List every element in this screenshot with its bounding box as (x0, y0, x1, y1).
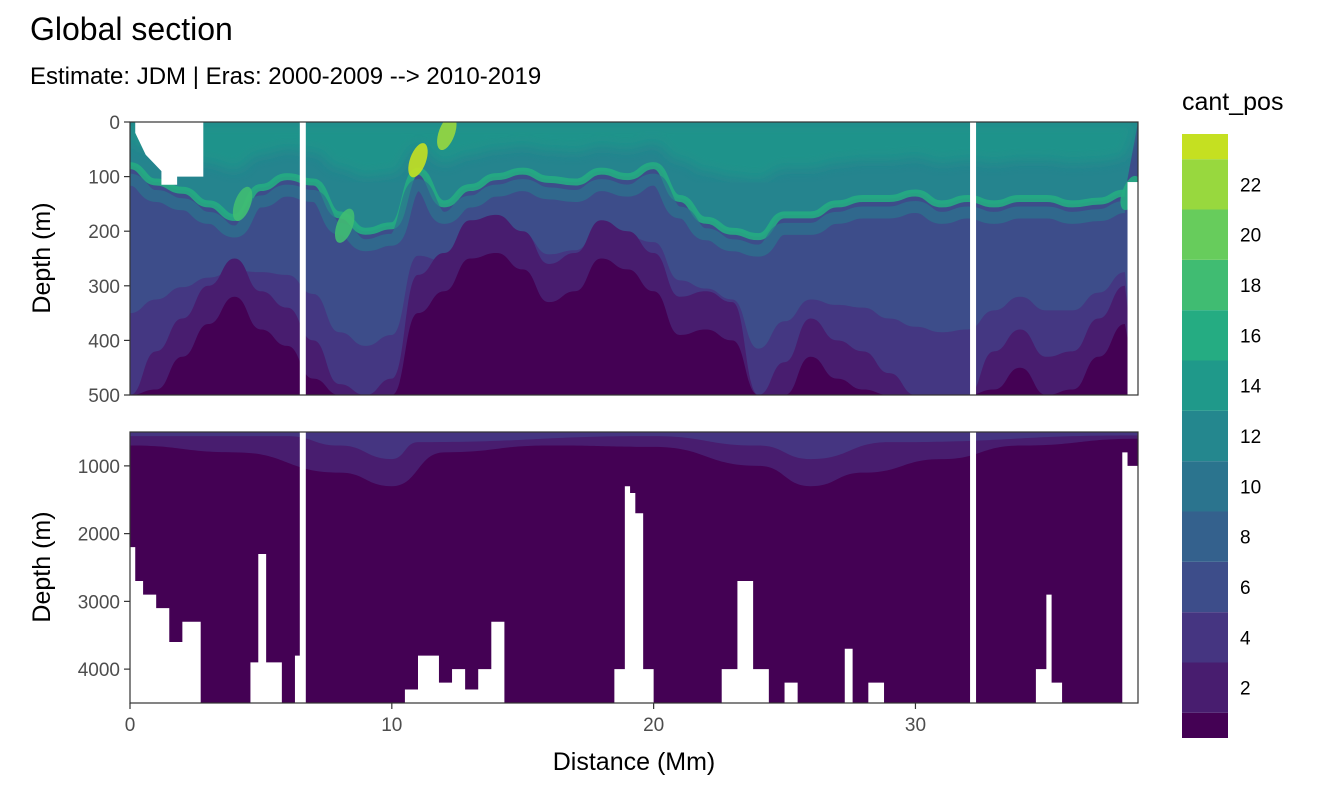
legend-swatch-7 (1182, 360, 1228, 411)
upper-y-tick-label-2: 200 (88, 222, 120, 243)
upper-right-missing-strip (1127, 182, 1138, 395)
legend-title: cant_pos (1182, 88, 1283, 116)
upper-y-tick-label-0: 0 (109, 113, 120, 134)
legend-swatch-12 (1182, 134, 1228, 160)
upper-y-tick-label-1: 100 (88, 168, 120, 189)
legend-label-1: 4 (1240, 628, 1251, 649)
lower-gap-column-1 (970, 432, 977, 703)
upper-hotspot-0 (408, 143, 428, 178)
legend-swatch-4 (1182, 511, 1228, 562)
lower-y-tick-label-3: 4000 (78, 660, 120, 681)
lower-y-tick-label-0: 1000 (78, 457, 120, 478)
lower-y-tick-label-1: 2000 (78, 525, 120, 546)
upper-deep-core (130, 253, 1138, 395)
upper-y-tick-label-5: 500 (88, 386, 120, 407)
legend-swatch-9 (1182, 259, 1228, 311)
lower-bathymetry (130, 452, 1138, 703)
upper-hotspot-1 (437, 122, 457, 151)
legend-swatch-10 (1182, 209, 1228, 260)
upper-gap-column-1 (970, 122, 977, 395)
legend-swatch-0 (1182, 712, 1228, 738)
chart-subtitle: Estimate: JDM | Eras: 2000-2009 --> 2010… (30, 63, 541, 90)
legend-label-3: 8 (1240, 528, 1251, 549)
legend-label-6: 14 (1240, 377, 1262, 398)
x-tick-label-1: 10 (381, 715, 402, 736)
legend-label-9: 20 (1240, 226, 1261, 247)
x-tick-label-3: 30 (905, 715, 926, 736)
legend-swatch-2 (1182, 612, 1228, 663)
legend-label-2: 6 (1240, 578, 1251, 599)
upper-y-tick-label-4: 400 (88, 331, 120, 352)
legend-swatch-11 (1182, 159, 1228, 210)
x-tick-label-2: 20 (643, 715, 664, 736)
lower-gap-column-0 (299, 432, 306, 703)
upper-hotspot-2 (334, 208, 355, 243)
legend-swatch-6 (1182, 410, 1228, 462)
upper-surface-core (130, 122, 1138, 180)
lower-panel-border (129, 431, 1139, 704)
legend-swatch-8 (1182, 310, 1228, 361)
legend-label-10: 22 (1240, 175, 1261, 196)
lower-panel: 1000 2000 3000 4000 Depth (m) (28, 431, 1139, 704)
lower-y-axis-title: Depth (m) (28, 511, 56, 622)
upper-panel: 0 100 200 300 400 500 Depth (m) (28, 113, 1139, 407)
lower-surface-layer (130, 432, 1138, 460)
x-axis-title: Distance (Mm) (553, 748, 716, 776)
legend-swatch-3 (1182, 561, 1228, 613)
upper-hotspot-3 (232, 186, 253, 222)
upper-missing-area (135, 122, 204, 185)
legend-label-0: 2 (1240, 679, 1251, 700)
legend-label-4: 10 (1240, 477, 1261, 498)
legend-swatch-1 (1182, 662, 1228, 713)
legend-swatch-5 (1182, 461, 1228, 512)
upper-gap-column-0 (299, 122, 306, 395)
upper-panel-border (129, 121, 1139, 396)
legend-label-7: 16 (1240, 326, 1261, 347)
legend-label-5: 12 (1240, 427, 1261, 448)
lower-y-tick-label-2: 3000 (78, 592, 120, 613)
upper-y-tick-label-3: 300 (88, 277, 120, 298)
x-tick-label-0: 0 (125, 715, 136, 736)
upper-mode-water-band (130, 162, 1126, 241)
upper-subsurface-band (130, 173, 1126, 257)
upper-y-axis-title: Depth (m) (28, 202, 56, 313)
legend: cant_pos 2 4 6 8 10 12 14 16 18 20 22 (1182, 88, 1283, 738)
legend-label-8: 18 (1240, 276, 1261, 297)
chart-title: Global section (30, 11, 233, 47)
